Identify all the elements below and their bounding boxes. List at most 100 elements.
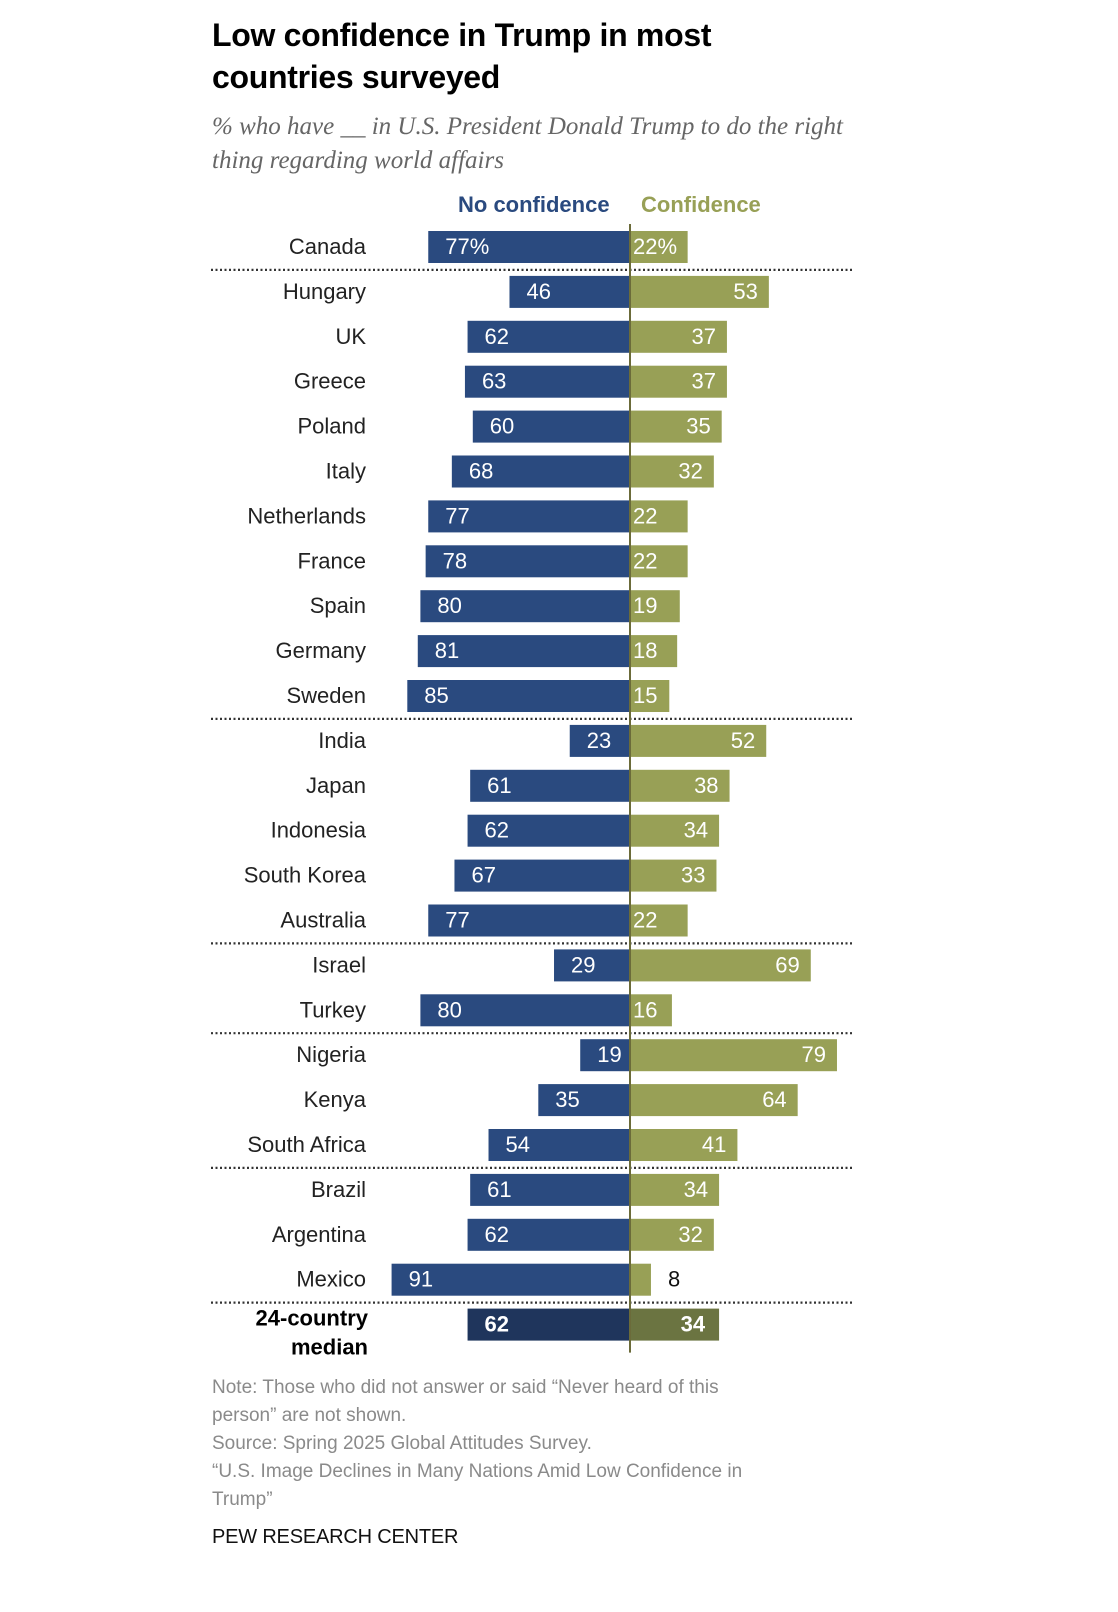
value-label-no-confidence: 80 <box>437 997 461 1022</box>
bar-no-confidence <box>454 859 630 892</box>
bar-no-confidence <box>554 949 630 982</box>
bar-confidence <box>630 275 769 308</box>
value-label-confidence: 22% <box>633 234 677 259</box>
report-line-1: “U.S. Image Declines in Many Nations Ami… <box>212 1461 743 1482</box>
bar-no-confidence <box>569 724 630 757</box>
bar-confidence <box>630 1129 738 1161</box>
value-label-confidence: 64 <box>762 1087 786 1112</box>
category-label: South Korea <box>244 863 367 888</box>
pew-research-center-logo: PEW RESEARCH CENTER <box>212 1526 459 1548</box>
bar-confidence <box>630 680 670 712</box>
bar-confidence <box>630 994 672 1027</box>
bar-no-confidence <box>509 275 630 308</box>
bar-no-confidence <box>538 1084 630 1117</box>
value-label-no-confidence: 29 <box>571 952 595 977</box>
value-label-no-confidence: 78 <box>443 548 467 573</box>
value-label-no-confidence: 46 <box>526 279 550 304</box>
bar-confidence <box>630 814 720 847</box>
bar-no-confidence <box>407 680 630 712</box>
value-label-confidence: 37 <box>691 369 715 394</box>
bar-no-confidence <box>428 904 630 937</box>
value-label-confidence: 22 <box>633 548 657 573</box>
category-label: Australia <box>280 908 366 933</box>
bar-confidence <box>630 1173 720 1206</box>
category-label: Germany <box>276 638 366 663</box>
bar-no-confidence <box>467 320 630 353</box>
value-label-confidence: 8 <box>668 1267 680 1292</box>
category-label: Italy <box>326 459 366 484</box>
value-label-confidence: 79 <box>801 1042 825 1067</box>
bar-confidence <box>630 1084 798 1117</box>
category-label: UK <box>335 324 366 349</box>
bar-confidence <box>630 320 727 353</box>
category-label: Turkey <box>300 997 366 1022</box>
bar-no-confidence <box>428 500 630 533</box>
value-label-no-confidence: 77 <box>445 908 469 933</box>
value-label-no-confidence: 85 <box>424 683 448 708</box>
bar-no-confidence <box>472 410 630 443</box>
value-label-confidence: 22 <box>633 908 657 933</box>
value-label-no-confidence: 63 <box>482 369 506 394</box>
value-label-no-confidence: 54 <box>506 1132 530 1157</box>
legend-confidence: Confidence <box>641 192 761 217</box>
bar-confidence <box>630 365 727 398</box>
value-label-no-confidence: 60 <box>490 414 514 439</box>
value-label-no-confidence: 80 <box>437 593 461 618</box>
category-label: Poland <box>297 414 366 439</box>
value-label-confidence: 18 <box>633 638 657 663</box>
bar-confidence <box>630 904 688 937</box>
value-label-confidence: 15 <box>633 683 657 708</box>
category-label: Hungary <box>283 279 366 304</box>
category-label: Sweden <box>286 683 366 708</box>
value-label-confidence: 37 <box>691 324 715 349</box>
category-label: France <box>298 548 366 573</box>
bar-no-confidence <box>470 1173 630 1206</box>
source-line: Source: Spring 2025 Global Attitudes Sur… <box>212 1433 592 1454</box>
value-label-no-confidence: 35 <box>555 1087 579 1112</box>
category-label: Argentina <box>272 1222 367 1247</box>
bar-confidence <box>630 1263 651 1296</box>
median-bar-confidence <box>630 1308 720 1341</box>
value-label-confidence: 34 <box>684 818 708 843</box>
category-label: Netherlands <box>247 503 366 528</box>
diverging-bar-chart: Canada 77% 22% Hungary 46 53 UK 62 37 Greece 63 37 P… <box>211 224 852 1360</box>
bar-no-confidence <box>467 1218 630 1251</box>
bar-confidence <box>630 410 722 443</box>
median-label-line-2: median <box>291 1335 368 1360</box>
value-label-no-confidence: 62 <box>485 1222 509 1247</box>
category-label: India <box>318 728 366 753</box>
note-line-2: person” are not shown. <box>212 1405 407 1426</box>
value-label-confidence: 32 <box>678 1222 702 1247</box>
value-label-confidence: 32 <box>678 459 702 484</box>
value-label-confidence: 41 <box>702 1132 726 1157</box>
bar-confidence <box>630 859 717 892</box>
value-label-no-confidence: 77% <box>445 234 489 259</box>
value-label-no-confidence: 68 <box>469 459 493 484</box>
chart-subtitle: % who have __ in U.S. President Donald T… <box>212 113 843 174</box>
value-label-no-confidence: 23 <box>587 728 611 753</box>
bar-no-confidence <box>417 635 630 668</box>
value-label-no-confidence: 62 <box>485 818 509 843</box>
report-line-2: Trump” <box>212 1489 273 1510</box>
bar-confidence <box>630 724 767 757</box>
legend-no-confidence: No confidence <box>458 192 610 217</box>
category-label: Brazil <box>311 1177 366 1202</box>
bar-no-confidence <box>451 455 630 488</box>
value-label-no-confidence: 67 <box>471 863 495 888</box>
category-label: Nigeria <box>296 1042 366 1067</box>
bar-no-confidence <box>488 1129 630 1161</box>
bar-confidence <box>630 500 688 533</box>
value-label-no-confidence: 62 <box>485 324 509 349</box>
bar-no-confidence <box>425 545 630 578</box>
value-label-confidence: 38 <box>694 773 718 798</box>
category-label: Canada <box>289 234 367 259</box>
value-label-no-confidence: 77 <box>445 503 469 528</box>
bar-confidence <box>630 769 730 802</box>
value-label-confidence: 69 <box>775 952 799 977</box>
bar-confidence <box>630 545 688 578</box>
category-label: Japan <box>306 773 366 798</box>
category-label: South Africa <box>247 1132 366 1157</box>
median-value-no-confidence: 62 <box>485 1312 509 1337</box>
category-label: Greece <box>294 369 366 394</box>
bar-no-confidence <box>467 814 630 847</box>
